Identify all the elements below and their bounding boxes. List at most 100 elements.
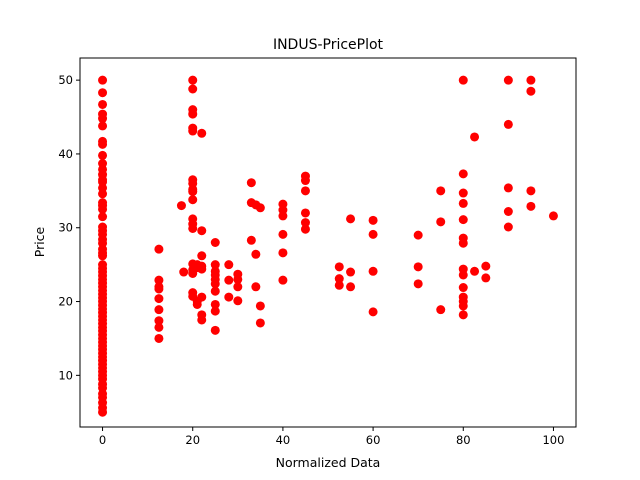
data-point [368, 266, 378, 276]
data-point [98, 99, 108, 109]
data-point [346, 214, 356, 224]
data-point [197, 251, 207, 261]
data-point [526, 201, 536, 211]
data-point [458, 169, 468, 179]
data-point [176, 201, 186, 211]
data-point [98, 121, 108, 131]
data-point [278, 275, 288, 285]
data-point [98, 407, 108, 417]
data-point [458, 310, 468, 320]
data-point [503, 75, 513, 85]
data-point [458, 188, 468, 198]
data-point [210, 260, 220, 270]
data-point [224, 275, 234, 285]
data-point [179, 267, 189, 277]
data-point [526, 75, 536, 85]
data-point [224, 260, 234, 270]
data-point [233, 274, 243, 284]
data-point [210, 306, 220, 316]
data-point [255, 318, 265, 328]
data-point [188, 84, 198, 94]
data-point [278, 229, 288, 239]
data-point [98, 251, 108, 261]
data-point [300, 208, 310, 218]
data-point [233, 296, 243, 306]
data-point [154, 275, 164, 285]
data-point [210, 299, 220, 309]
data-point [98, 139, 108, 149]
data-point [98, 88, 108, 98]
data-point [188, 75, 198, 85]
data-point [413, 230, 423, 240]
data-point [368, 229, 378, 239]
data-point [436, 217, 446, 227]
data-point [154, 333, 164, 343]
data-point [188, 109, 198, 119]
y-tick-label: 30 [58, 221, 73, 235]
data-point [470, 266, 480, 276]
data-point [210, 286, 220, 296]
data-point [154, 305, 164, 315]
x-tick-label: 40 [276, 433, 291, 447]
data-point [458, 283, 468, 293]
data-point [188, 126, 198, 136]
data-point [458, 270, 468, 280]
data-point [98, 75, 108, 85]
data-point [346, 267, 356, 277]
data-point [246, 235, 256, 245]
data-point [255, 203, 265, 213]
data-point [503, 207, 513, 216]
y-axis-ticks: 10 20 30 40 50 [58, 73, 80, 382]
x-tick-label: 100 [542, 433, 564, 447]
data-point [154, 244, 164, 254]
data-point [224, 292, 234, 302]
data-point [197, 226, 207, 236]
data-point [503, 119, 513, 129]
data-point [334, 280, 344, 290]
data-point [458, 238, 468, 248]
data-point [481, 261, 491, 271]
data-point [346, 282, 356, 292]
data-point [300, 186, 310, 196]
y-axis-label: Price [32, 226, 47, 257]
data-point [458, 75, 468, 85]
x-axis-label: Normalized Data [276, 455, 381, 470]
data-point [481, 273, 491, 283]
data-point [98, 150, 108, 160]
data-point [526, 86, 536, 96]
chart-title: INDUS-PricePlot [273, 37, 384, 53]
data-point [197, 315, 207, 325]
data-point [458, 215, 468, 225]
data-point [300, 224, 310, 234]
data-point [255, 301, 265, 311]
data-point [154, 316, 164, 326]
data-point [470, 132, 480, 142]
data-point [154, 294, 164, 304]
data-point [503, 222, 513, 232]
data-point [278, 211, 288, 221]
data-point [233, 282, 243, 292]
data-point [188, 187, 198, 197]
data-point [368, 307, 378, 317]
data-point [154, 284, 164, 294]
data-point [210, 279, 220, 289]
x-tick-label: 20 [185, 433, 200, 447]
y-tick-label: 40 [58, 147, 73, 161]
data-point [503, 183, 513, 193]
data-point [251, 249, 261, 259]
data-point [413, 262, 423, 272]
data-point [98, 204, 108, 214]
y-tick-label: 10 [58, 368, 73, 382]
plot-frame [79, 57, 577, 428]
data-point [197, 128, 207, 138]
data-point [300, 218, 310, 228]
data-point [300, 176, 310, 186]
y-tick-label: 20 [58, 295, 73, 309]
data-point [334, 274, 344, 284]
x-tick-label: 80 [456, 433, 471, 447]
data-point [436, 305, 446, 315]
x-tick-label: 0 [99, 433, 106, 447]
x-axis-ticks: 0 20 40 60 80 100 [99, 427, 564, 447]
